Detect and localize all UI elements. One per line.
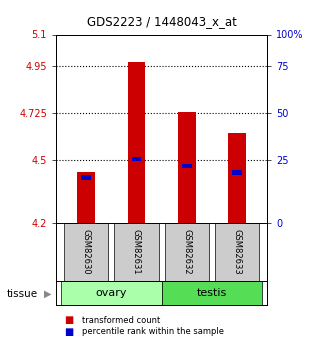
Bar (182, 164, 192, 168)
Bar (61, 281, 162, 305)
Bar (132, 157, 141, 161)
Text: percentile rank within the sample: percentile rank within the sample (82, 327, 224, 336)
Text: ovary: ovary (96, 288, 127, 298)
Text: ▶: ▶ (44, 289, 51, 299)
Text: GSM82632: GSM82632 (182, 229, 191, 275)
Text: transformed count: transformed count (82, 316, 160, 325)
Text: GSM82631: GSM82631 (132, 229, 141, 275)
Bar (164, 223, 209, 281)
Text: ■: ■ (64, 315, 73, 325)
Bar (114, 223, 159, 281)
Bar (77, 172, 95, 223)
Bar (228, 133, 246, 223)
Text: GDS2223 / 1448043_x_at: GDS2223 / 1448043_x_at (87, 16, 236, 29)
Bar (162, 281, 262, 305)
Bar (178, 112, 196, 223)
Text: testis: testis (197, 288, 227, 298)
Bar (81, 175, 91, 180)
Bar (64, 223, 108, 281)
Text: GSM82630: GSM82630 (82, 229, 91, 275)
Bar (128, 62, 145, 223)
Text: ■: ■ (64, 327, 73, 337)
Text: tissue: tissue (6, 289, 37, 299)
Text: GSM82633: GSM82633 (233, 229, 242, 275)
Bar (215, 223, 259, 281)
Bar (232, 170, 242, 175)
